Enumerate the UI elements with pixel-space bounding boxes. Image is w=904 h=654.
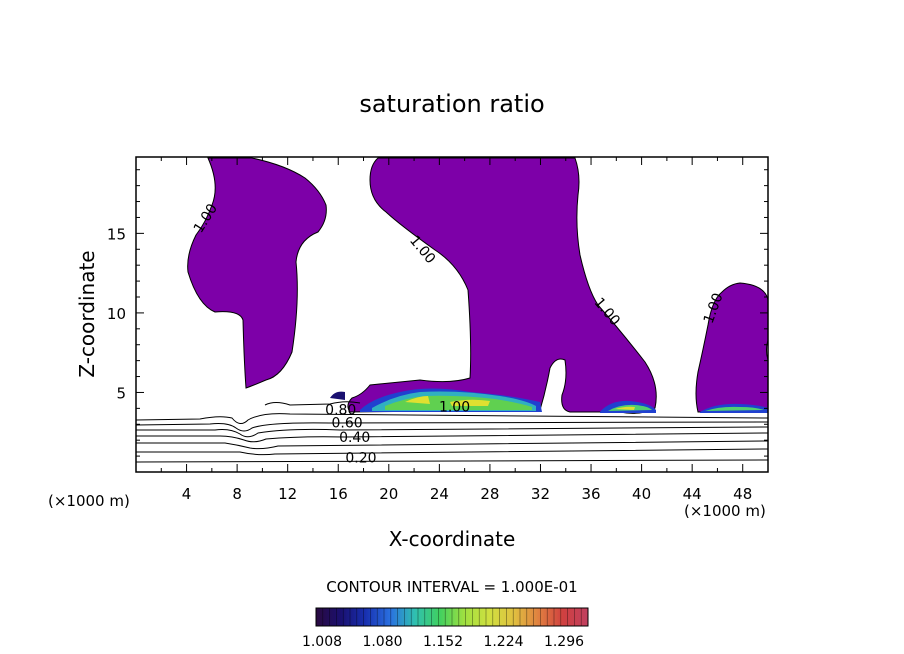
x-tick-label: 40 <box>632 485 651 503</box>
x-axis-label: X-coordinate <box>389 527 516 551</box>
plot-content <box>136 157 768 463</box>
contour-label: 0.20 <box>345 450 376 466</box>
contour-interval-note: CONTOUR INTERVAL = 1.000E-01 <box>326 578 577 596</box>
x-tick-label: 4 <box>182 485 192 503</box>
colorbar-label: 1.080 <box>362 634 402 650</box>
x-unit-right: (×1000 m) <box>684 502 766 520</box>
y-tick-label: 10 <box>107 305 126 323</box>
x-tick-label: 28 <box>480 485 499 503</box>
contour-lines <box>136 401 768 463</box>
y-axis-ticks: 5 10 15 <box>107 169 768 457</box>
y-tick-label: 15 <box>107 225 126 243</box>
colorbar-ticks <box>322 608 582 626</box>
x-tick-label: 48 <box>733 485 752 503</box>
x-tick-label: 24 <box>430 485 449 503</box>
colorbar-label: 1.224 <box>483 634 523 650</box>
x-tick-label: 32 <box>531 485 550 503</box>
colorbar-label: 1.296 <box>544 634 584 650</box>
y-tick-label: 5 <box>116 384 126 402</box>
y-axis-label: Z-coordinate <box>75 250 99 377</box>
plume-region-left <box>187 157 327 389</box>
x-tick-label: 44 <box>683 485 702 503</box>
plume-region-center <box>347 157 657 414</box>
colorbar-label: 1.152 <box>423 634 463 650</box>
colorbar-labels: 1.008 1.080 1.152 1.224 1.296 <box>302 634 584 650</box>
contour-label: 1.00 <box>439 400 470 416</box>
x-tick-label: 8 <box>232 485 242 503</box>
chart-title: saturation ratio <box>359 90 544 118</box>
x-tick-label: 36 <box>581 485 600 503</box>
x-tick-label: 20 <box>379 485 398 503</box>
contour-label: 0.40 <box>339 430 370 446</box>
contour-label: 0.80 <box>325 403 356 419</box>
plume-region-right <box>695 282 768 413</box>
plot-frame <box>135 156 769 473</box>
supersaturation-bands <box>330 388 768 413</box>
x-axis-ticks: 4 8 12 16 20 24 28 32 36 40 44 48 <box>160 157 752 503</box>
contour-label: 0.60 <box>332 415 363 431</box>
x-unit-left: (×1000 m) <box>48 492 130 510</box>
x-tick-label: 16 <box>329 485 348 503</box>
colorbar-label: 1.008 <box>302 634 342 650</box>
x-tick-label: 12 <box>278 485 297 503</box>
